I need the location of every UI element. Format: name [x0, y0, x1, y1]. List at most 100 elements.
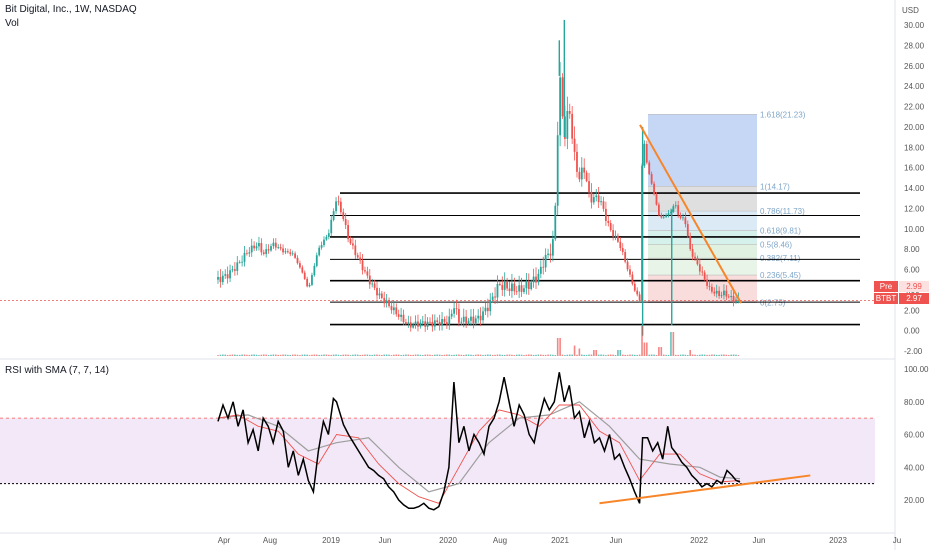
- candle-body: [325, 236, 328, 240]
- volume-bar: [354, 354, 357, 356]
- candle-body: [491, 296, 494, 300]
- volume-bar: [687, 355, 689, 356]
- candle-body: [506, 281, 509, 289]
- volume-bar: [337, 354, 340, 356]
- volume-bar: [484, 354, 487, 356]
- volume-bar: [347, 354, 349, 356]
- candle-body: [429, 321, 431, 323]
- volume-bar: [489, 354, 492, 356]
- candle-body: [532, 276, 535, 283]
- candle-body: [327, 233, 330, 237]
- rsi-sma-line: [217, 404, 741, 504]
- candle-body: [629, 269, 631, 275]
- candle-body: [621, 248, 624, 253]
- price-tick-label: 20.00: [904, 123, 925, 132]
- volume-bar: [284, 354, 287, 356]
- volume-bar: [571, 354, 573, 356]
- candle-body: [453, 308, 456, 314]
- candle-body: [286, 251, 289, 253]
- volume-bar: [275, 354, 277, 356]
- volume-bar: [580, 354, 583, 356]
- volume-bar: [412, 354, 414, 356]
- volume-bar: [713, 354, 716, 356]
- volume-bar: [296, 354, 299, 356]
- volume-bar: [405, 354, 407, 356]
- pre-badge-label: Pre: [874, 281, 898, 292]
- volume-bar: [653, 354, 655, 356]
- candle-body: [535, 276, 537, 283]
- volume-bar: [523, 355, 525, 356]
- candle-body: [337, 201, 340, 203]
- volume-bar: [272, 354, 275, 356]
- volume-bar: [506, 354, 508, 356]
- volume-bar: [458, 354, 460, 356]
- volume-bar: [725, 354, 728, 356]
- time-tick-label: Aug: [493, 536, 507, 545]
- price-tick-label: -2.00: [904, 347, 923, 356]
- volume-bar: [578, 348, 581, 356]
- volume-bar: [694, 354, 696, 356]
- price-tick-label: 30.00: [904, 21, 925, 30]
- candle-body: [311, 275, 313, 285]
- candle-body: [414, 321, 417, 325]
- volume-bar: [674, 354, 677, 356]
- candle-body: [265, 249, 268, 255]
- candle-body: [284, 251, 287, 253]
- candle-body: [479, 315, 482, 321]
- candle-body: [248, 252, 251, 254]
- volume-bar: [448, 354, 451, 356]
- candle-body: [303, 272, 306, 279]
- volume-bar: [381, 355, 383, 356]
- volume-bar: [609, 354, 612, 356]
- candle-body: [684, 217, 687, 225]
- volume-bar: [530, 354, 532, 356]
- chart-title: Bit Digital, Inc., 1W, NASDAQ: [5, 4, 137, 15]
- volume-bar: [306, 354, 308, 356]
- volume-bar: [429, 354, 431, 356]
- volume-bar: [450, 354, 453, 356]
- candle-body: [431, 321, 434, 327]
- candle-body: [460, 321, 463, 323]
- volume-bar: [590, 354, 593, 356]
- candle-body: [371, 283, 374, 285]
- volume-bar: [320, 354, 323, 356]
- volume-bar: [414, 354, 417, 356]
- candle-body: [299, 263, 301, 268]
- volume-bar: [537, 354, 540, 356]
- descending-trendline: [639, 124, 742, 304]
- candle-body: [686, 224, 689, 236]
- volume-bar: [638, 354, 641, 356]
- volume-bar: [501, 354, 504, 356]
- volume-bar: [665, 354, 667, 356]
- candle-body: [633, 283, 636, 291]
- candle-body: [294, 253, 296, 258]
- candle-body: [588, 181, 590, 192]
- time-tick-label: Jun: [610, 536, 623, 545]
- candle-body: [221, 275, 224, 283]
- volume-bar: [503, 354, 506, 356]
- candle-body: [655, 194, 658, 205]
- volume-bar: [323, 354, 325, 356]
- volume-bar: [434, 354, 436, 356]
- candle-body: [614, 235, 617, 237]
- candle-body: [267, 249, 270, 251]
- volume-bar: [364, 354, 366, 356]
- volume-bar: [576, 354, 578, 356]
- candle-body: [547, 253, 549, 255]
- candle-body: [417, 321, 419, 327]
- candle-body: [494, 296, 496, 298]
- volume-bar: [735, 354, 737, 356]
- candle-body: [730, 295, 733, 298]
- candle-body: [617, 235, 619, 242]
- candle-body: [405, 322, 407, 324]
- volume-bar: [499, 354, 501, 356]
- candle-body: [708, 285, 711, 287]
- volume-bar: [219, 354, 222, 356]
- fib-label: 0.786(11.73): [760, 207, 805, 216]
- time-tick-label: 2023: [829, 536, 847, 545]
- time-tick-label: Aug: [263, 536, 277, 545]
- volume-bar: [595, 350, 598, 356]
- candle-body: [412, 324, 415, 328]
